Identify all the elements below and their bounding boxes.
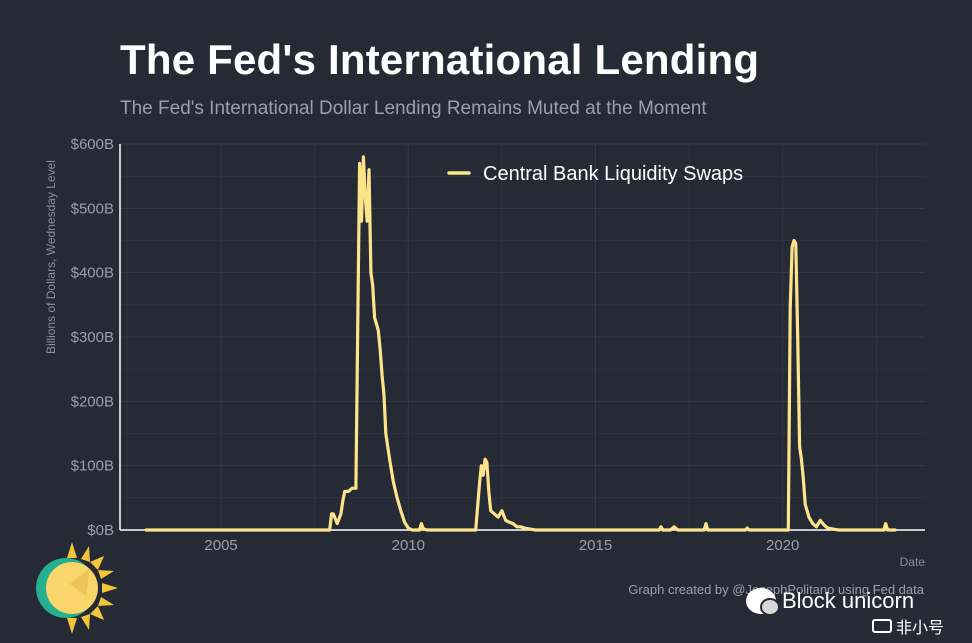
- watermark: Block unicorn: [746, 588, 915, 616]
- y-tick-label: $100B: [71, 458, 114, 475]
- watermark-text: Block unicorn: [782, 588, 915, 613]
- sun-logo-icon: [36, 542, 118, 634]
- legend-label: Central Bank Liquidity Swaps: [483, 163, 743, 185]
- x-tick-label: 2010: [392, 537, 425, 554]
- watermark-secondary-text: 非小号: [896, 620, 945, 637]
- legend: Central Bank Liquidity Swaps: [447, 163, 743, 185]
- y-tick-label: $200B: [71, 393, 114, 410]
- x-tick-label: 2020: [766, 537, 799, 554]
- y-tick-label: $500B: [71, 200, 114, 217]
- watermark-secondary: 非小号: [872, 614, 944, 638]
- chart-subtitle: The Fed's International Dollar Lending R…: [120, 98, 707, 119]
- x-axis-title: Date: [900, 555, 926, 569]
- y-tick-label: $600B: [71, 136, 114, 153]
- ticket-icon: [872, 619, 892, 633]
- chart-title: The Fed's International Lending: [120, 36, 760, 83]
- y-tick-label: $400B: [71, 265, 114, 282]
- x-tick-label: 2015: [579, 537, 612, 554]
- x-tick-label: 2005: [204, 537, 237, 554]
- y-tick-label: $300B: [71, 329, 114, 346]
- chat-bubble-icon: [746, 588, 780, 616]
- axes: $0B $100B $200B $300B $400B $500B $600B 2005 201…: [44, 136, 925, 569]
- source-caption: Graph created by @JosephPolitano using F…: [628, 582, 924, 597]
- y-axis-title: Billions of Dollars, Wednesday Level: [44, 160, 58, 354]
- series-line-0: [144, 155, 897, 532]
- series-layer: [144, 155, 897, 532]
- y-tick-label: $0B: [87, 522, 114, 539]
